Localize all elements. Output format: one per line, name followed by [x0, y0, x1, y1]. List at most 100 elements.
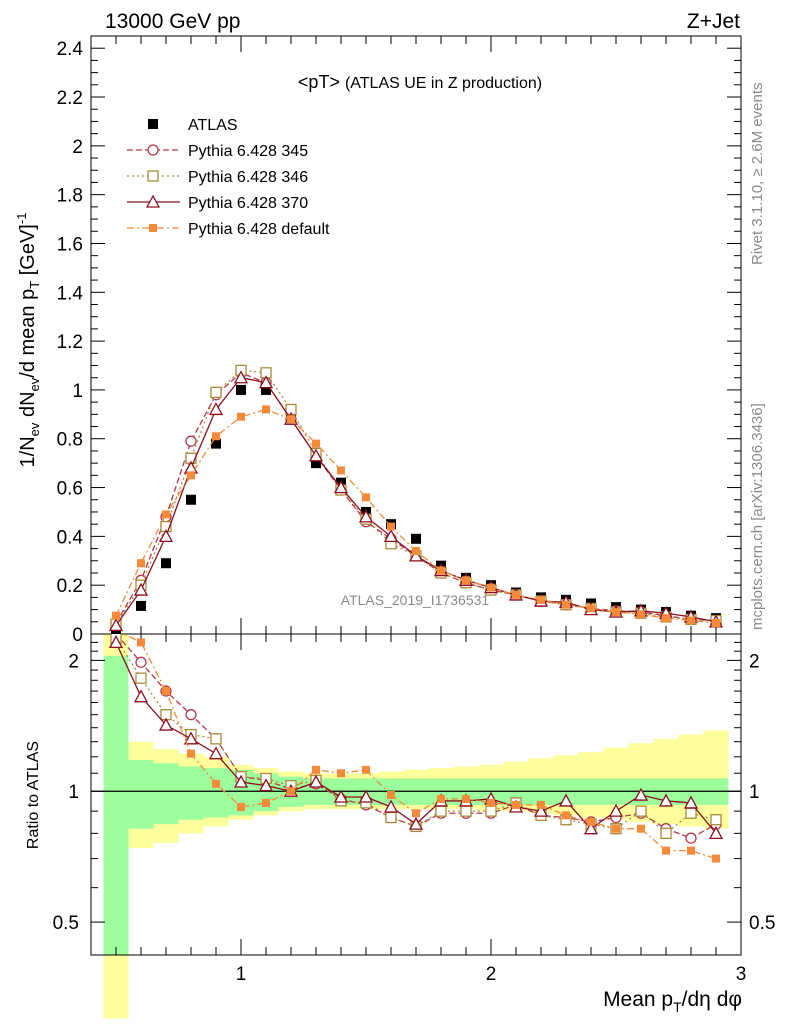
- point-marker: [462, 794, 470, 803]
- point-marker: [358, 509, 374, 523]
- y-tick-label: 1: [72, 381, 83, 402]
- point-marker: [136, 600, 146, 611]
- legend-label: Pythia 6.428 default: [188, 221, 330, 238]
- header-right: Z+Jet: [687, 10, 740, 33]
- y-tick-label: 2: [72, 137, 83, 158]
- x-axis-label: Mean pT/dη dφ: [603, 988, 742, 1015]
- point-marker: [460, 805, 472, 817]
- series-line: [115, 377, 717, 626]
- point-marker: [149, 224, 157, 232]
- legend-item-pdef: Pythia 6.428 default: [127, 221, 330, 238]
- point-marker: [162, 687, 170, 696]
- side-rivet-label: Rivet 3.1.10, ≥ 2.6M events: [749, 83, 766, 266]
- point-marker: [687, 616, 695, 625]
- point-marker: [437, 566, 445, 575]
- point-marker: [147, 170, 159, 182]
- point-marker: [337, 466, 345, 475]
- point-marker: [312, 439, 320, 448]
- point-marker: [258, 375, 274, 389]
- plot-title-main: <pT>: [298, 72, 340, 92]
- analysis-watermark: ATLAS_2019_I1736531: [341, 592, 490, 608]
- point-marker: [261, 384, 271, 395]
- point-marker: [262, 405, 270, 414]
- point-marker: [137, 559, 145, 568]
- point-marker: [685, 807, 697, 819]
- point-marker: [137, 638, 145, 647]
- y-tick-label: 2.4: [57, 39, 84, 60]
- point-marker: [258, 778, 274, 792]
- x-tick-label: 2: [486, 964, 497, 985]
- point-marker: [612, 824, 620, 833]
- point-marker: [187, 471, 195, 480]
- point-marker: [210, 733, 222, 745]
- point-marker: [208, 746, 224, 760]
- plot-title: <pT> (ATLAS UE in Z production): [298, 72, 542, 92]
- ratio-y-tick-label-right: 2: [749, 651, 760, 672]
- main-plot-series: [108, 364, 724, 635]
- legend-item-atlas: ATLAS: [148, 117, 238, 134]
- ratio-series-pdef: [122, 634, 720, 863]
- ratio-y-tick-label-left: 2: [68, 651, 79, 672]
- side-mcplots-label: mcplots.cern.ch [arXiv:1306.3436]: [749, 403, 766, 630]
- point-marker: [210, 386, 222, 399]
- ratio-y-label: Ratio to ATLAS: [25, 741, 42, 849]
- point-marker: [287, 787, 295, 796]
- point-marker: [710, 814, 722, 826]
- point-marker: [387, 522, 395, 531]
- point-marker: [687, 846, 695, 855]
- y-tick-label: 0.4: [57, 527, 84, 548]
- point-marker: [387, 791, 395, 800]
- point-marker: [208, 402, 224, 416]
- point-marker: [112, 611, 120, 620]
- point-marker: [147, 144, 159, 156]
- point-marker: [412, 547, 420, 556]
- x-tick-label: 1: [236, 964, 247, 985]
- point-marker: [362, 493, 370, 502]
- point-marker: [385, 811, 397, 824]
- point-marker: [658, 793, 674, 807]
- point-marker: [660, 827, 672, 840]
- point-marker: [633, 787, 649, 801]
- point-marker: [437, 794, 445, 803]
- point-marker: [533, 803, 549, 817]
- point-marker: [362, 765, 370, 774]
- point-marker: [708, 826, 724, 840]
- point-marker: [487, 583, 495, 592]
- header-left: 13000 GeV pp: [105, 10, 240, 33]
- point-marker: [612, 608, 620, 617]
- y-tick-label: 1.6: [57, 234, 83, 255]
- point-marker: [262, 798, 270, 807]
- y-tick-label: 2.2: [57, 88, 83, 109]
- point-marker: [148, 119, 158, 129]
- point-marker: [158, 717, 174, 731]
- legend-item-p345: Pythia 6.428 345: [127, 143, 308, 160]
- point-marker: [308, 774, 324, 788]
- point-marker: [383, 529, 399, 543]
- plot-title-sub: (ATLAS UE in Z production): [345, 75, 542, 92]
- series-line: [115, 369, 717, 625]
- y-tick-label: 0.2: [57, 576, 83, 597]
- point-marker: [435, 805, 447, 817]
- point-marker: [233, 370, 249, 384]
- ratio-y-tick-label-right: 0.5: [749, 913, 775, 934]
- point-marker: [133, 582, 149, 596]
- y-tick-label: 1.8: [57, 186, 83, 207]
- point-marker: [308, 448, 324, 462]
- y-tick-label: 0: [72, 625, 83, 646]
- point-marker: [186, 494, 196, 505]
- point-marker: [237, 802, 245, 811]
- point-marker: [462, 576, 470, 585]
- point-marker: [233, 774, 249, 788]
- point-marker: [312, 765, 320, 774]
- point-marker: [212, 432, 220, 441]
- ratio-y-tick-label-right: 1: [749, 782, 760, 803]
- point-marker: [662, 846, 670, 855]
- y-axis-label: 1/Nev dNev/d mean pT [GeV]-1: [14, 213, 42, 468]
- point-marker: [662, 614, 670, 623]
- point-marker: [145, 194, 161, 208]
- point-marker: [637, 824, 645, 833]
- series-p345: [110, 367, 722, 629]
- series-line: [115, 408, 717, 624]
- point-marker: [135, 672, 147, 684]
- point-marker: [408, 548, 424, 562]
